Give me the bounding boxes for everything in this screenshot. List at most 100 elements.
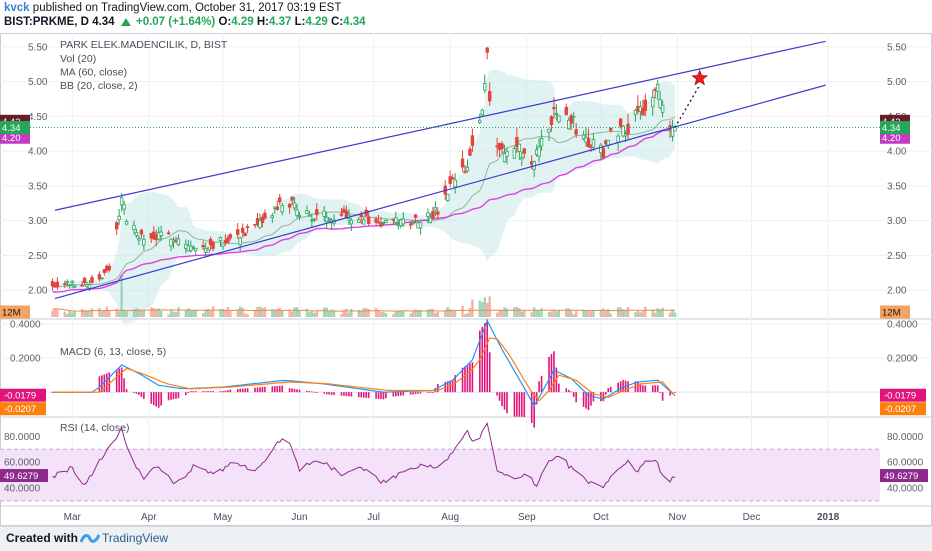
candle — [295, 203, 299, 219]
macd-histogram-bar — [451, 379, 454, 393]
macd-histogram-bar — [409, 392, 412, 395]
volume-bar — [607, 309, 610, 317]
macd-histogram-bar — [340, 392, 343, 396]
volume-bar — [239, 306, 242, 317]
macd-histogram-bar — [98, 376, 101, 393]
candle — [307, 210, 312, 217]
candle-body — [571, 115, 576, 118]
y-tick-label-right: 5.50 — [887, 42, 907, 53]
macd-histogram-bar — [236, 388, 239, 393]
x-tick-label: Aug — [441, 512, 459, 523]
y-tick-label-left: 2.00 — [28, 286, 48, 297]
candle-body — [453, 179, 457, 188]
candle — [554, 103, 559, 121]
candle — [290, 196, 294, 206]
candle — [574, 122, 578, 138]
volume-bar — [288, 309, 291, 317]
candle-body — [537, 146, 541, 157]
candle-body — [448, 176, 452, 184]
volume-bar — [616, 307, 620, 317]
signal-badge-text: -0.0207 — [4, 404, 36, 415]
volume-bar — [295, 307, 299, 317]
volume-bar — [636, 310, 640, 317]
candle-body — [488, 91, 492, 102]
candle-body — [394, 217, 398, 223]
macd-histogram-bar — [241, 388, 244, 393]
macd-histogram-bar — [558, 383, 560, 393]
volume-bar — [157, 308, 160, 317]
macd-histogram-bar — [553, 351, 555, 393]
volume-bar — [204, 309, 207, 317]
macd-histogram-bar — [298, 389, 301, 393]
candle — [413, 214, 418, 224]
candle-body — [117, 215, 121, 220]
volume-bar — [68, 310, 71, 317]
y-tick-label-right: 2.50 — [887, 251, 907, 262]
macd-histogram-bar — [600, 392, 602, 402]
volume-bar — [140, 310, 143, 317]
candle-body — [450, 177, 455, 180]
candle-body — [460, 158, 465, 168]
macd-histogram-bar — [192, 391, 195, 393]
created-with-text: Created with — [6, 531, 79, 545]
macd-histogram-bar — [481, 326, 484, 393]
macd-histogram-bar — [582, 392, 585, 407]
candle-body — [601, 148, 606, 159]
low-label: L: — [294, 16, 306, 28]
rsi-value-badge: 49.6279 — [0, 469, 48, 483]
rsi-y-tick-left: 40.0000 — [4, 483, 41, 494]
volume-bar — [167, 314, 170, 317]
candle-body — [275, 206, 279, 210]
channel-upper-line — [54, 40, 826, 211]
candle — [258, 213, 262, 230]
macd-histogram-bar — [449, 380, 451, 393]
candle — [228, 232, 233, 241]
volume-bar — [426, 309, 430, 317]
macd-histogram-bar — [219, 391, 222, 393]
volume-bar — [273, 309, 276, 317]
macd-histogram-bar — [427, 392, 429, 393]
macd-histogram-bar — [264, 386, 266, 393]
macd-histogram-bar — [360, 392, 363, 398]
candle — [621, 125, 625, 138]
candle — [100, 277, 104, 280]
volume-bar — [444, 309, 447, 317]
volume-bar — [550, 311, 553, 317]
candle-body — [97, 274, 102, 280]
macd-histogram-bar — [501, 392, 503, 407]
volume-bar — [532, 307, 536, 317]
candle-body — [142, 238, 146, 246]
volume-bar — [488, 296, 491, 317]
macd-histogram-bar — [103, 374, 106, 393]
candle-body — [586, 137, 591, 148]
x-tick-label: 2018 — [817, 512, 840, 523]
candle-body — [431, 211, 435, 219]
candle-body — [413, 214, 418, 218]
volume-bar — [570, 310, 573, 317]
candle-body — [191, 246, 195, 249]
volume-bar — [362, 307, 365, 317]
candle — [275, 200, 279, 211]
publisher-username[interactable]: kvck — [4, 2, 30, 14]
chart-canvas[interactable]: Mar Apr May Jun Jul Aug Sep Oct Nov Dec 2018 5.50 5.… — [0, 0, 932, 526]
macd-histogram-bar — [244, 388, 246, 393]
volume-bar — [117, 311, 121, 317]
volume-bar — [83, 310, 86, 317]
macd-histogram-bar — [521, 392, 523, 417]
volume-bar — [184, 310, 188, 317]
candle-body — [673, 127, 677, 132]
candle — [70, 280, 74, 288]
candle-body — [411, 221, 415, 224]
volume-bar — [609, 313, 612, 317]
macd-histogram-bar — [540, 375, 543, 393]
candle — [169, 238, 173, 252]
candle — [460, 150, 465, 172]
tradingview-brand[interactable]: TradingView — [102, 531, 169, 545]
high-label: H: — [256, 16, 269, 28]
candle — [408, 220, 413, 230]
candle-body — [616, 135, 620, 143]
y-tick-label-left: 3.00 — [28, 216, 48, 227]
candle — [253, 223, 257, 229]
volume-bar — [120, 275, 123, 317]
macd-histogram-bar — [469, 363, 471, 393]
